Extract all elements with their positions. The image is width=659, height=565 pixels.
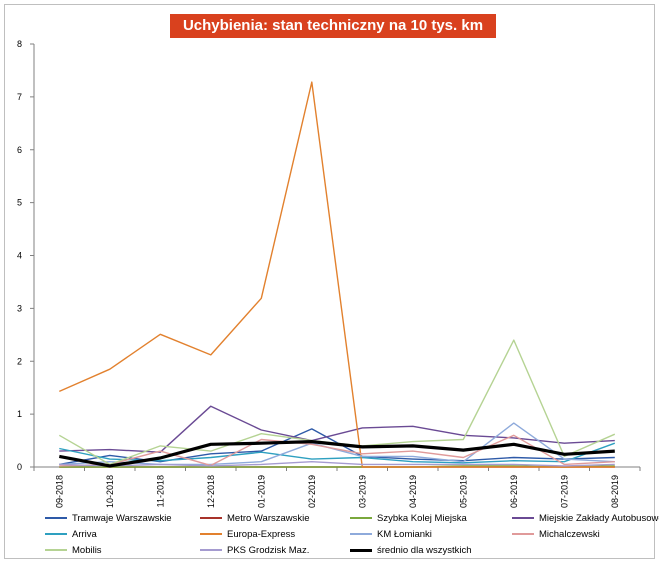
x-tick-label: 05-2019 <box>458 475 468 508</box>
y-tick-label: 3 <box>17 303 22 313</box>
x-tick-label: 04-2019 <box>408 475 418 508</box>
y-tick-label: 1 <box>17 409 22 419</box>
y-tick-label: 7 <box>17 92 22 102</box>
x-tick-label: 09-2018 <box>54 475 64 508</box>
y-tick-label: 6 <box>17 145 22 155</box>
y-tick-label: 4 <box>17 251 22 261</box>
y-tick-label: 0 <box>17 462 22 472</box>
series-line <box>59 405 615 453</box>
x-tick-label: 06-2019 <box>509 475 519 508</box>
x-tick-label: 08-2019 <box>610 475 620 508</box>
x-tick-label: 02-2019 <box>307 475 317 508</box>
series-line <box>59 440 615 468</box>
series-line <box>59 461 615 467</box>
x-tick-label: 12-2018 <box>206 475 216 508</box>
x-tick-label: 11-2018 <box>155 475 165 507</box>
x-tick-label: 01-2019 <box>256 475 266 508</box>
x-tick-label: 03-2019 <box>357 475 367 508</box>
series-line <box>59 81 615 468</box>
series-line <box>59 434 615 467</box>
y-tick-labels: 0 1 2 3 4 5 6 7 8 <box>17 39 22 472</box>
chart-title: Uchybienia: stan techniczny na 10 tys. k… <box>170 14 496 58</box>
x-tick-label: 10-2018 <box>105 475 115 508</box>
x-tick-labels: 09-2018 10-2018 11-2018 12-2018 01-2019 02-20… <box>54 475 620 508</box>
series-lines <box>58 81 616 468</box>
y-tick-label: 2 <box>17 356 22 366</box>
series-line <box>59 465 615 468</box>
x-tick-label: 07-2019 <box>559 475 569 508</box>
y-tick-label: 8 <box>17 39 22 49</box>
y-tick-label: 5 <box>17 198 22 208</box>
